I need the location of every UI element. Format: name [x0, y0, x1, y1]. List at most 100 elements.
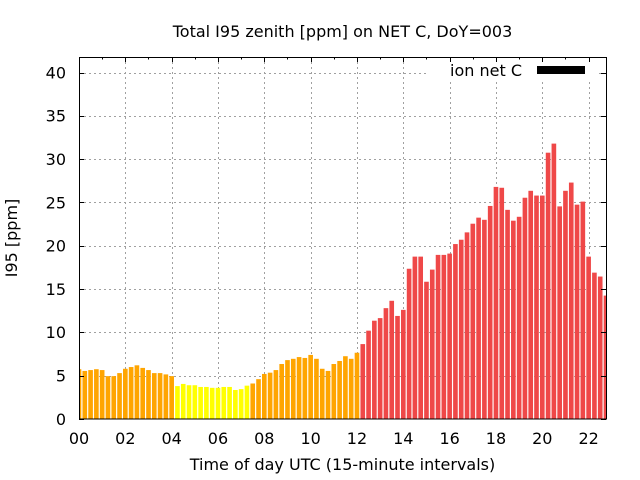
bar — [123, 368, 128, 419]
x-tick-label: 00 — [69, 429, 89, 448]
bar — [221, 386, 227, 419]
bar — [574, 204, 580, 419]
bar — [215, 387, 221, 419]
bar — [151, 373, 157, 419]
bar — [441, 254, 447, 419]
bar — [117, 373, 122, 419]
y-tick-label: 20 — [46, 237, 66, 256]
x-tick-label: 10 — [300, 429, 320, 448]
bar — [511, 220, 516, 419]
bar — [429, 269, 435, 419]
bar — [586, 256, 591, 419]
bar — [192, 385, 198, 419]
bar — [279, 364, 285, 419]
bar — [545, 152, 551, 419]
bar — [453, 244, 458, 419]
x-tick-label: 06 — [208, 429, 228, 448]
bar — [209, 387, 215, 419]
bar — [406, 268, 412, 419]
x-tick-label: 12 — [347, 429, 367, 448]
bar — [88, 370, 93, 419]
bar — [551, 143, 557, 419]
bar — [296, 357, 302, 419]
bar — [418, 256, 423, 419]
bar — [244, 385, 250, 419]
bar — [319, 368, 325, 419]
bar — [487, 205, 493, 419]
bar — [505, 209, 510, 419]
bar — [412, 256, 418, 419]
bar — [180, 383, 186, 419]
bar — [603, 295, 606, 419]
bar — [146, 370, 151, 419]
bar — [482, 219, 487, 419]
bar — [134, 365, 140, 419]
x-tick-label: 20 — [532, 429, 552, 448]
bar — [354, 352, 360, 419]
bar — [458, 239, 464, 419]
bar — [557, 206, 562, 419]
bar — [175, 386, 180, 419]
bar — [366, 330, 371, 419]
bar — [94, 369, 99, 419]
bar — [308, 354, 313, 419]
bar — [476, 217, 481, 419]
bar — [372, 320, 377, 419]
y-tick-label: 0 — [56, 410, 66, 429]
y-tick-label: 30 — [46, 150, 66, 169]
bar — [169, 376, 174, 419]
y-tick-label: 40 — [46, 63, 66, 82]
bar — [539, 195, 545, 419]
bar — [140, 367, 146, 419]
bar — [273, 370, 279, 419]
y-tick-label: 10 — [46, 323, 66, 342]
bar — [470, 223, 476, 419]
legend: ion net C — [428, 58, 596, 80]
x-tick-labels: 00 02 04 06 08 10 12 14 16 18 20 22 — [69, 429, 599, 448]
bar — [343, 356, 348, 419]
bar — [435, 254, 441, 419]
bar — [499, 187, 505, 419]
bar — [568, 182, 574, 419]
y-tick-label: 25 — [46, 193, 66, 212]
bar — [528, 190, 534, 419]
legend-box — [428, 58, 596, 80]
bar — [157, 373, 163, 419]
bar — [233, 389, 238, 419]
x-tick-label: 18 — [486, 429, 506, 448]
y-tick-label: 15 — [46, 280, 66, 299]
x-tick-label: 04 — [161, 429, 181, 448]
bar — [105, 376, 111, 419]
bar — [400, 309, 406, 419]
bar — [267, 372, 273, 419]
bar — [377, 318, 383, 419]
bar — [290, 358, 296, 419]
bars — [79, 143, 606, 419]
x-tick-label: 22 — [578, 429, 598, 448]
legend-swatch — [537, 66, 585, 74]
bar — [522, 197, 528, 419]
x-tick-label: 08 — [254, 429, 274, 448]
legend-label: ion net C — [450, 61, 522, 80]
x-tick-label: 14 — [393, 429, 413, 448]
bar — [79, 369, 82, 419]
x-axis-label: Time of day UTC (15-minute intervals) — [189, 455, 496, 474]
bar — [580, 201, 586, 419]
bar — [447, 253, 452, 419]
chart-title: Total I95 zenith [ppm] on NET C, DoY=003 — [172, 22, 513, 41]
bar — [163, 374, 169, 419]
bar — [592, 272, 597, 419]
bar — [238, 389, 244, 419]
bar — [348, 358, 354, 419]
bar — [337, 360, 342, 419]
y-axis-label: I95 [ppm] — [2, 199, 21, 278]
bar — [128, 367, 134, 419]
bar — [516, 216, 522, 419]
bar — [262, 373, 267, 419]
bar — [285, 360, 290, 419]
bar — [227, 386, 232, 419]
y-tick-labels: 0 5 10 15 20 25 30 35 40 — [46, 63, 66, 428]
bar — [82, 370, 88, 419]
bar — [597, 276, 603, 419]
